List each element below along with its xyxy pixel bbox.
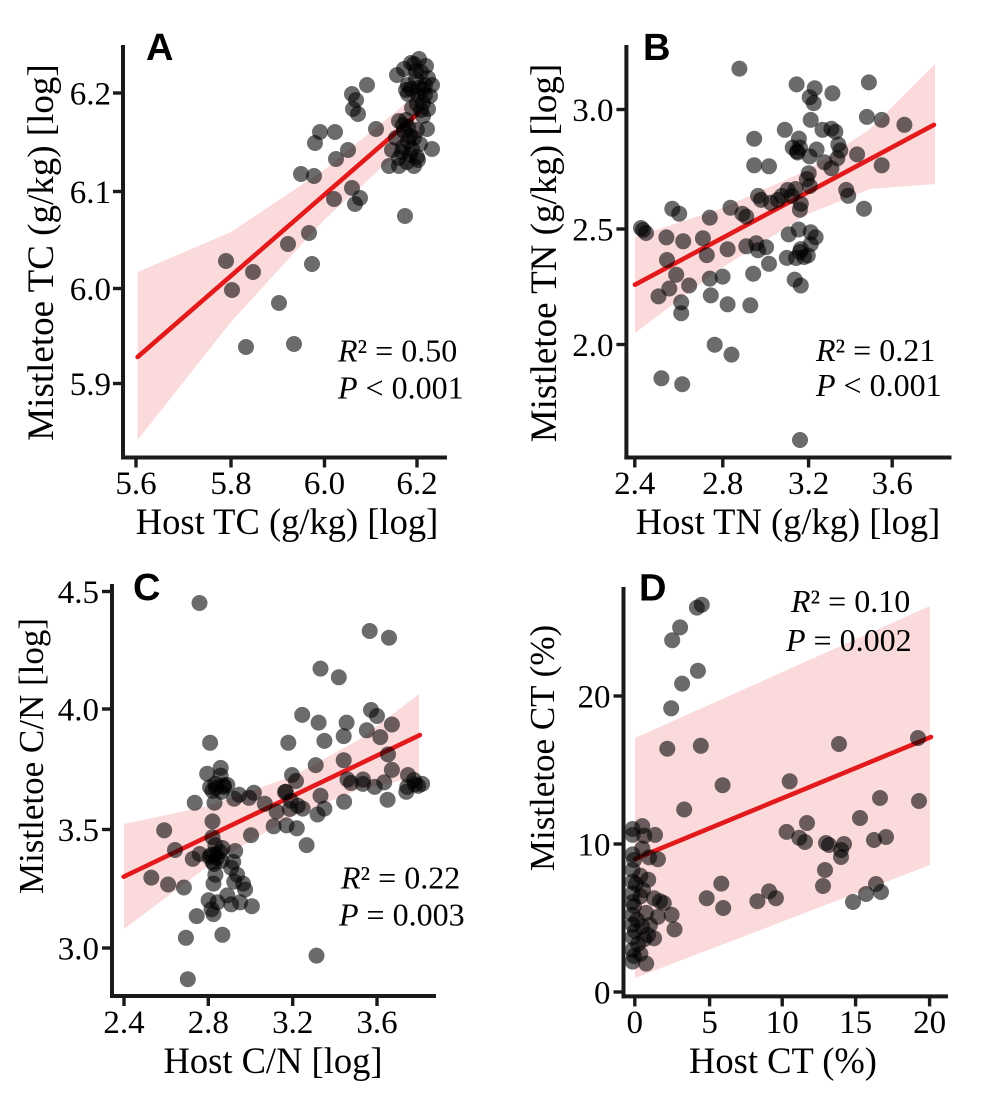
svg-text:6.0: 6.0 <box>304 466 345 502</box>
svg-text:R² = 0.21: R² = 0.21 <box>815 332 935 368</box>
svg-text:A: A <box>146 27 173 69</box>
svg-text:C: C <box>133 567 160 609</box>
svg-text:10: 10 <box>766 1005 799 1041</box>
svg-text:3.6: 3.6 <box>872 466 913 502</box>
svg-text:Mistletoe TC (g/kg) [log]: Mistletoe TC (g/kg) [log] <box>21 64 62 440</box>
svg-text:4.5: 4.5 <box>58 575 99 611</box>
svg-text:D: D <box>639 568 666 610</box>
svg-text:6.2: 6.2 <box>70 77 111 113</box>
svg-text:P < 0.001: P < 0.001 <box>815 367 942 403</box>
svg-text:3.0: 3.0 <box>572 93 613 129</box>
svg-text:Host CT (%): Host CT (%) <box>689 1040 877 1081</box>
svg-text:Mistletoe C/N [log]: Mistletoe C/N [log] <box>12 618 51 894</box>
svg-text:15: 15 <box>839 1005 872 1041</box>
svg-text:5.8: 5.8 <box>210 466 251 502</box>
svg-text:R² = 0.22: R² = 0.22 <box>340 860 460 896</box>
svg-text:20: 20 <box>578 680 611 716</box>
svg-text:3.0: 3.0 <box>58 932 99 968</box>
svg-text:2.0: 2.0 <box>572 328 613 364</box>
svg-text:Host TC (g/kg) [log]: Host TC (g/kg) [log] <box>136 501 438 542</box>
svg-text:5.6: 5.6 <box>115 466 156 502</box>
svg-text:P = 0.002: P = 0.002 <box>785 622 912 658</box>
svg-text:3.2: 3.2 <box>272 1005 313 1041</box>
svg-text:Host TN (g/kg) [log]: Host TN (g/kg) [log] <box>636 501 940 542</box>
svg-text:P = 0.003: P = 0.003 <box>338 897 465 933</box>
svg-text:Mistletoe CT (%): Mistletoe CT (%) <box>523 625 562 871</box>
svg-text:2.4: 2.4 <box>103 1005 144 1041</box>
svg-text:3.5: 3.5 <box>58 813 99 849</box>
svg-text:20: 20 <box>913 1005 946 1041</box>
svg-text:2.4: 2.4 <box>614 466 655 502</box>
svg-text:5: 5 <box>701 1005 718 1041</box>
svg-text:6.0: 6.0 <box>70 272 111 308</box>
svg-text:0: 0 <box>627 1005 644 1041</box>
svg-text:2.8: 2.8 <box>702 466 743 502</box>
svg-text:0: 0 <box>594 976 611 1012</box>
svg-text:6.1: 6.1 <box>70 175 111 211</box>
svg-text:P < 0.001: P < 0.001 <box>337 370 464 406</box>
svg-text:Mistletoe TN (g/kg) [log]: Mistletoe TN (g/kg) [log] <box>524 64 565 443</box>
svg-text:Host C/N [log]: Host C/N [log] <box>164 1040 383 1081</box>
svg-text:R² = 0.10: R² = 0.10 <box>790 583 910 619</box>
svg-text:6.2: 6.2 <box>396 466 437 502</box>
svg-text:5.9: 5.9 <box>70 367 111 403</box>
svg-text:10: 10 <box>578 828 611 864</box>
svg-text:4.0: 4.0 <box>58 693 99 729</box>
svg-text:3.2: 3.2 <box>788 466 829 502</box>
svg-text:2.5: 2.5 <box>572 213 613 249</box>
svg-text:R² = 0.50: R² = 0.50 <box>337 333 457 369</box>
svg-text:3.6: 3.6 <box>356 1005 397 1041</box>
svg-text:2.8: 2.8 <box>188 1005 229 1041</box>
svg-text:B: B <box>643 27 670 69</box>
